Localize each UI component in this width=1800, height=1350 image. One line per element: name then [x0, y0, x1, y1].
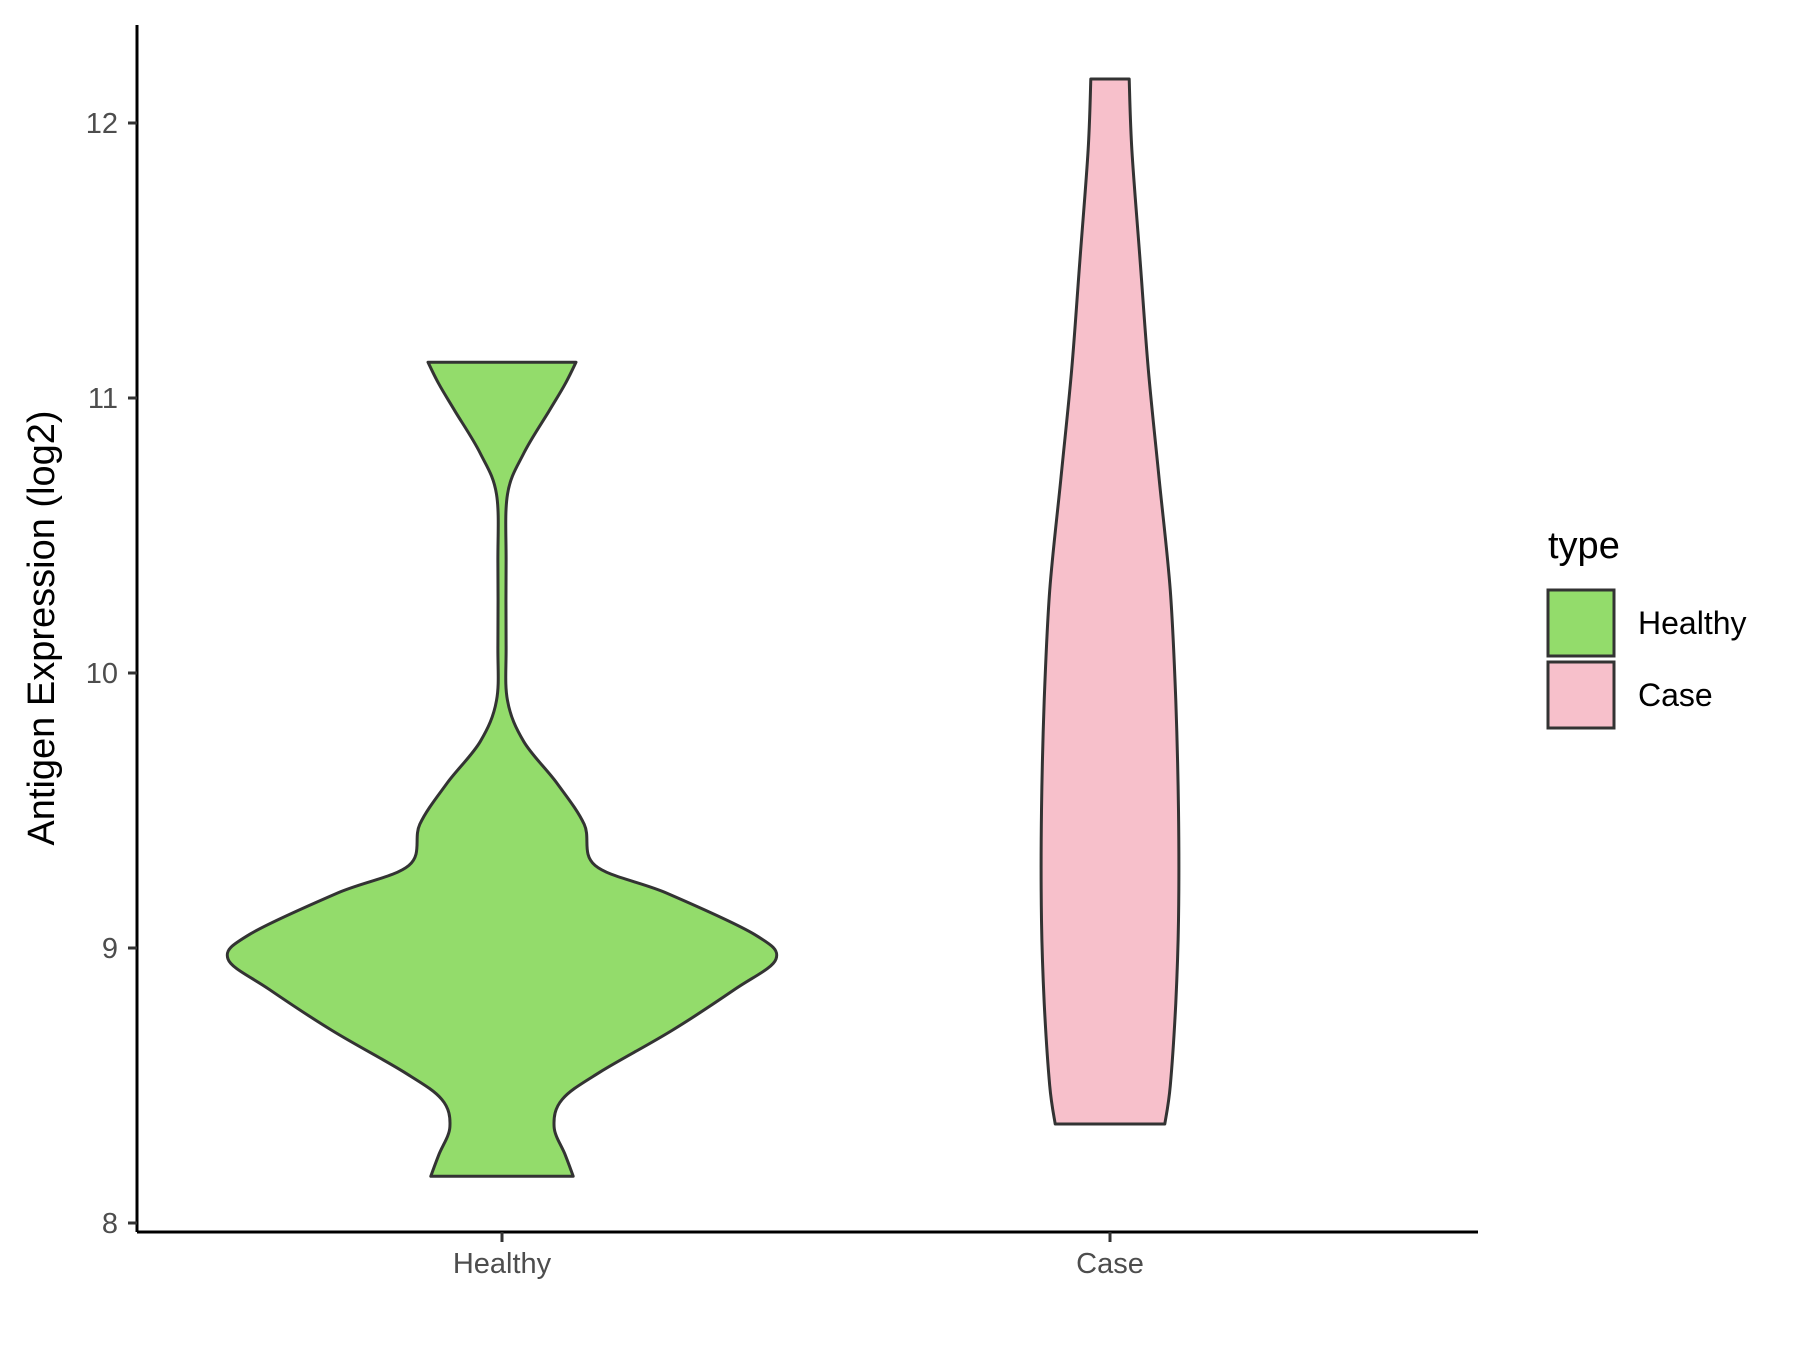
legend-swatch — [1546, 588, 1616, 658]
x-tick-label: Healthy — [453, 1248, 552, 1280]
legend-items: Healthy Case — [1546, 588, 1747, 730]
y-ticks: 8 9 10 11 12 — [86, 108, 137, 1240]
y-axis-title: Antigen Expression (log2) — [21, 410, 63, 845]
legend-label: Healthy — [1638, 605, 1747, 641]
y-tick-label: 10 — [86, 658, 118, 690]
x-ticks: Healthy Case — [453, 1232, 1144, 1280]
legend-swatch — [1546, 660, 1616, 730]
violin-case — [1039, 77, 1181, 1126]
legend-label: Case — [1638, 677, 1713, 713]
y-tick-label: 9 — [102, 933, 118, 965]
legend: type Healthy Case — [1546, 525, 1747, 730]
violin-group — [225, 77, 1181, 1178]
y-tick-label: 8 — [102, 1208, 118, 1240]
legend-title: type — [1548, 525, 1620, 567]
violin-healthy — [225, 360, 779, 1178]
y-tick-label: 11 — [88, 383, 118, 415]
y-tick-label: 12 — [86, 108, 118, 140]
x-tick-label: Case — [1076, 1248, 1144, 1280]
